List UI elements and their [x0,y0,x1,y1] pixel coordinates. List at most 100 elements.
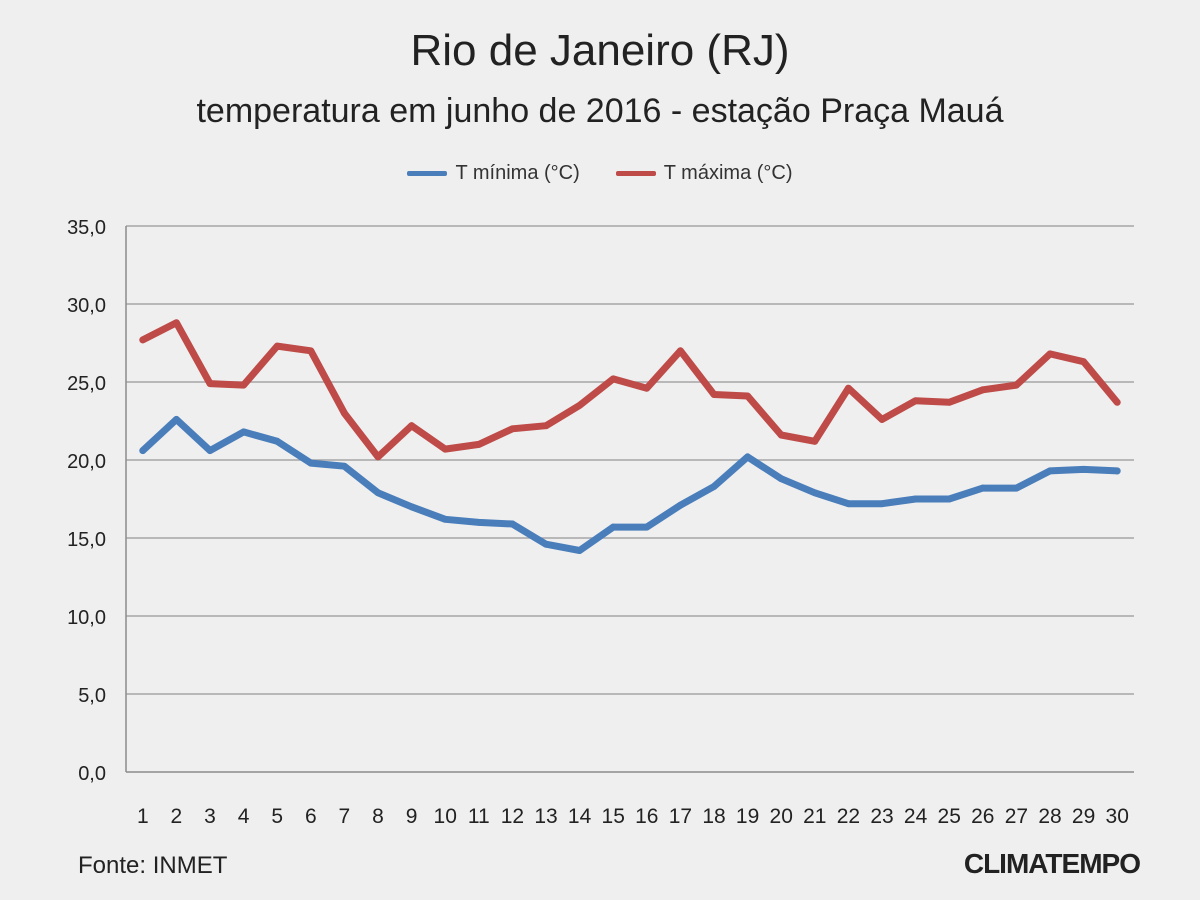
data-point [643,384,651,392]
x-tick-label: 6 [305,805,317,828]
data-point [307,347,315,355]
x-tick-label: 25 [938,805,961,828]
legend-label-min: T mínima (°C) [455,162,580,184]
legend-swatch-min [407,171,448,176]
data-point [912,397,919,405]
data-point [240,428,248,436]
x-tick-label: 1 [137,805,149,828]
x-tick-label: 15 [602,805,625,828]
x-tick-label: 21 [803,805,826,828]
x-tick-label: 24 [904,805,928,828]
data-point [273,342,281,350]
data-point [979,386,987,394]
data-point [509,520,516,528]
data-point [1013,484,1020,492]
data-point [1046,467,1054,475]
x-tick-label: 22 [837,805,860,828]
chart-subtitle: temperatura em junho de 2016 - estação P… [196,92,1004,130]
x-tick-label: 11 [468,805,490,828]
data-point [811,489,819,497]
data-point [845,500,852,508]
x-tick-label: 14 [568,805,592,828]
data-point [1046,350,1054,358]
y-tick-label: 5,0 [78,685,106,707]
data-point [677,501,684,509]
x-tick-label: 7 [339,805,351,828]
x-tick-label: 20 [770,805,793,828]
data-point [878,500,886,508]
data-point [777,475,785,483]
x-tick-label: 12 [501,805,524,828]
data-point [1013,381,1020,389]
data-point [677,347,684,355]
data-point [1113,467,1121,475]
data-point [609,523,617,531]
data-point [341,409,348,417]
x-tick-label: 3 [204,805,216,828]
series-line-min [139,415,1121,554]
data-point [139,336,147,344]
data-point [408,503,415,511]
source-note: Fonte: INMET [78,852,228,879]
x-tick-label: 26 [971,805,994,828]
data-point [173,319,180,327]
data-point [878,416,886,423]
data-point [811,437,819,445]
x-tick-label: 13 [534,805,557,828]
data-point [845,384,852,392]
data-point [979,484,987,492]
y-tick-label: 15,0 [67,529,106,551]
data-point [912,495,919,503]
x-tick-label: 10 [434,805,457,828]
x-tick-label: 23 [870,805,893,828]
data-point [173,416,180,423]
data-point [744,392,751,400]
data-point [240,381,248,389]
y-tick-label: 20,0 [67,451,106,473]
data-point [206,447,214,455]
data-point [945,495,953,503]
y-tick-label: 35,0 [67,217,106,239]
data-point [576,547,583,554]
legend-item-min: T mínima (°C) [407,162,580,185]
data-point [710,391,718,398]
y-tick-label: 10,0 [67,607,106,629]
y-tick-label: 30,0 [67,295,106,317]
data-point [139,447,147,455]
data-point [408,422,415,430]
y-tick-label: 25,0 [67,373,106,395]
x-tick-label: 18 [702,805,725,828]
data-point [1080,358,1087,366]
chart-legend: T mínima (°C) T máxima (°C) [0,162,1200,185]
legend-swatch-max [615,171,656,176]
data-point [206,380,214,387]
x-tick-label: 16 [635,805,658,828]
data-point [710,483,718,490]
y-tick-label: 0,0 [78,763,106,785]
series-line-max [139,319,1121,461]
x-tick-label: 29 [1072,805,1095,828]
data-point [509,425,516,433]
data-point [945,398,953,406]
chart-title: Rio de Janeiro (RJ) [410,26,790,75]
x-tick-label: 5 [271,805,283,828]
data-point [744,453,751,461]
data-point [475,441,483,448]
data-point [273,437,281,445]
data-point [307,459,315,467]
legend-item-max: T máxima (°C) [615,162,793,185]
data-point [1080,465,1087,473]
x-tick-label: 17 [669,805,692,828]
data-point [374,453,382,461]
x-tick-label: 4 [238,805,250,828]
data-point [475,519,483,526]
data-point [542,540,550,548]
x-tick-label: 9 [406,805,418,828]
data-point [341,462,348,470]
data-point [1113,398,1121,406]
legend-label-max: T máxima (°C) [663,162,793,184]
data-point [441,515,449,523]
x-tick-label: 27 [1005,805,1028,828]
data-point [441,445,449,453]
